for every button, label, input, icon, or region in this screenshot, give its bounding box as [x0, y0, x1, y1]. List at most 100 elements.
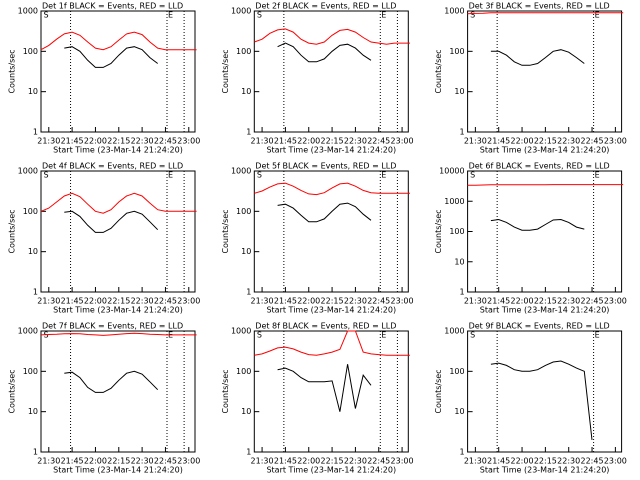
y-tick-label: 10000 [439, 167, 464, 176]
x-tick-label: 22:30 [131, 457, 154, 466]
plot-frame [253, 10, 409, 133]
x-tick-label: 22:15 [534, 457, 557, 466]
x-tick-label: 22:00 [84, 297, 107, 306]
x-tick-label: 22:15 [107, 297, 130, 306]
annotation: S [257, 171, 262, 180]
x-tick-label: 21:45 [61, 297, 84, 306]
x-tick-label: 21:30 [251, 137, 274, 146]
series-line [254, 330, 410, 356]
x-tick-label: 22:00 [511, 297, 534, 306]
panel-title: Det 2f BLACK = Events, RED = LLD [255, 2, 396, 11]
x-tick-label: 23:00 [604, 457, 627, 466]
y-axis-label: Counts/sec [221, 49, 230, 93]
y-tick-label: 100 [449, 47, 464, 56]
y-tick-label: 10 [28, 407, 38, 416]
series-line [64, 210, 159, 233]
annotation: S [470, 171, 475, 180]
x-axis-label: Start Time (23-Mar-14 21:24:20) [53, 306, 183, 315]
x-tick-label: 22:45 [154, 137, 177, 146]
x-tick-label: 21:30 [464, 137, 487, 146]
plot-frame [40, 10, 196, 133]
y-tick-label: 1000 [231, 7, 251, 16]
x-tick-label: 22:30 [344, 137, 367, 146]
series-line [277, 364, 372, 412]
y-tick-label: 1 [246, 448, 251, 457]
panel-title: Det 6f BLACK = Events, RED = LLD [469, 162, 610, 171]
x-tick-label: 23:00 [177, 297, 200, 306]
annotation: S [470, 331, 475, 340]
series-line [467, 12, 624, 15]
y-tick-label: 100 [449, 367, 464, 376]
y-tick-label: 1 [33, 448, 38, 457]
x-tick-label: 22:30 [131, 137, 154, 146]
x-tick-label: 22:15 [534, 297, 557, 306]
y-axis-label: Counts/sec [434, 209, 443, 253]
annotation: E [168, 171, 173, 180]
x-tick-label: 22:15 [107, 137, 130, 146]
x-axis-label: Start Time (23-Mar-14 21:24:20) [266, 146, 396, 155]
y-tick-label: 1000 [18, 327, 38, 336]
annotation: S [44, 171, 49, 180]
panel: Det 8f BLACK = Events, RED = LLD Counts/s… [221, 322, 414, 475]
x-tick-label: 22:45 [581, 137, 604, 146]
series-line [40, 31, 197, 51]
y-tick-label: 1 [246, 288, 251, 297]
y-tick-label: 10 [454, 257, 464, 266]
plot-frame [40, 170, 196, 293]
panel-title: Det 8f BLACK = Events, RED = LLD [255, 322, 396, 331]
x-tick-label: 21:45 [61, 457, 84, 466]
x-tick-label: 22:15 [107, 457, 130, 466]
x-tick-label: 23:00 [391, 137, 414, 146]
x-tick-label: 22:45 [154, 457, 177, 466]
y-axis-label: Counts/sec [8, 209, 17, 253]
y-tick-label: 1000 [18, 7, 38, 16]
x-tick-label: 23:00 [604, 297, 627, 306]
x-tick-label: 21:45 [487, 457, 510, 466]
panel: Det 3f BLACK = Events, RED = LLD Counts/s… [434, 2, 627, 155]
plot-frame [467, 330, 623, 453]
y-axis-label: Counts/sec [8, 49, 17, 93]
y-tick-label: 10 [454, 87, 464, 96]
x-tick-label: 21:45 [487, 297, 510, 306]
plot-frame [467, 10, 623, 133]
x-tick-label: 21:45 [274, 457, 297, 466]
x-tick-label: 22:45 [581, 297, 604, 306]
panel-title: Det 1f BLACK = Events, RED = LLD [42, 2, 183, 11]
series-line [64, 46, 159, 68]
x-axis-label: Start Time (23-Mar-14 21:24:20) [480, 146, 610, 155]
x-tick-label: 21:30 [37, 137, 60, 146]
y-tick-label: 1 [246, 128, 251, 137]
x-tick-label: 21:45 [61, 137, 84, 146]
y-axis-label: Counts/sec [221, 209, 230, 253]
x-tick-label: 22:30 [557, 457, 580, 466]
x-tick-label: 22:00 [84, 457, 107, 466]
x-tick-label: 21:45 [274, 137, 297, 146]
x-tick-label: 21:30 [464, 457, 487, 466]
plot-frame [253, 170, 409, 293]
y-tick-label: 1 [460, 288, 465, 297]
series-line [277, 202, 372, 223]
x-tick-label: 22:15 [321, 457, 344, 466]
x-tick-label: 21:30 [37, 457, 60, 466]
plot-frame [467, 170, 623, 293]
panel: Det 6f BLACK = Events, RED = LLD Counts/s… [434, 162, 627, 315]
y-tick-label: 1 [33, 128, 38, 137]
panel-title: Det 7f BLACK = Events, RED = LLD [42, 322, 183, 331]
annotation: E [168, 11, 173, 20]
x-tick-label: 21:45 [274, 297, 297, 306]
y-tick-label: 1000 [444, 197, 464, 206]
annotation: S [257, 331, 262, 340]
y-tick-label: 100 [23, 207, 38, 216]
annotation: E [595, 11, 600, 20]
x-tick-label: 21:45 [487, 137, 510, 146]
y-tick-label: 100 [23, 47, 38, 56]
series-line [40, 192, 197, 214]
y-tick-label: 1000 [231, 167, 251, 176]
panel: Det 5f BLACK = Events, RED = LLD Counts/s… [221, 162, 414, 315]
y-tick-label: 100 [236, 47, 251, 56]
x-tick-label: 22:30 [344, 297, 367, 306]
x-tick-label: 22:30 [131, 297, 154, 306]
x-tick-label: 22:00 [84, 137, 107, 146]
x-tick-label: 22:45 [581, 457, 604, 466]
